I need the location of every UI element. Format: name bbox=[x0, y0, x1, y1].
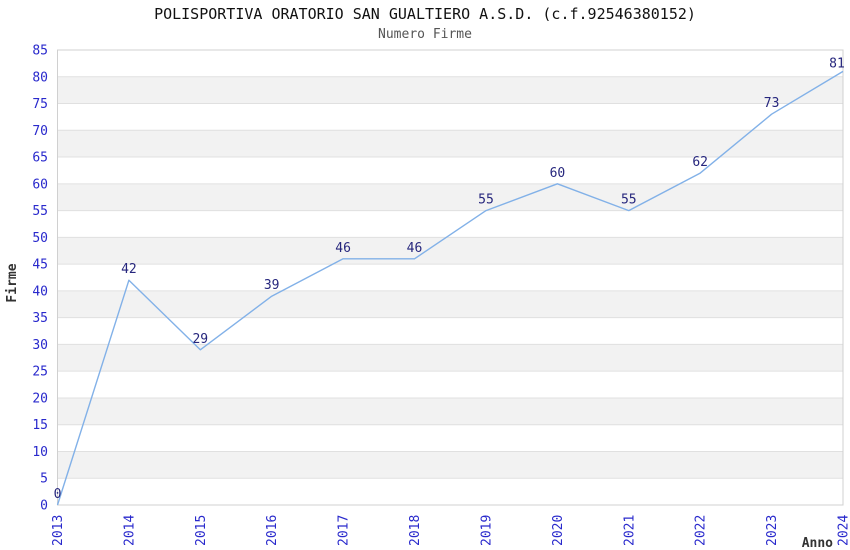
y-axis-tick-labels: 0 5 10 15 20 25 30 35 40 45 50 55 60 65 70 75 80 85 bbox=[32, 44, 48, 514]
data-point-label: 46 bbox=[407, 241, 423, 256]
x-tick-label: 2016 bbox=[265, 515, 280, 546]
y-tick-label: 20 bbox=[32, 391, 48, 406]
x-tick-label: 2014 bbox=[122, 515, 137, 546]
chart-subtitle: Numero Firme bbox=[378, 27, 472, 42]
data-point-label: 55 bbox=[621, 193, 637, 208]
data-point-label: 62 bbox=[692, 155, 708, 170]
x-tick-label: 2024 bbox=[837, 515, 850, 546]
y-tick-label: 25 bbox=[32, 365, 48, 380]
band-stripe bbox=[57, 397, 843, 425]
y-tick-label: 55 bbox=[32, 204, 48, 219]
data-point-label: 55 bbox=[478, 193, 494, 208]
x-axis-title: Anno bbox=[802, 536, 833, 550]
x-tick-label: 2019 bbox=[480, 515, 495, 546]
data-point-label: 0 bbox=[54, 487, 62, 502]
x-tick-label: 2021 bbox=[622, 515, 637, 546]
data-point-label: 39 bbox=[264, 278, 280, 293]
y-tick-label: 80 bbox=[32, 70, 48, 85]
x-tick-label: 2023 bbox=[765, 515, 780, 546]
y-tick-label: 35 bbox=[32, 311, 48, 326]
plot-border bbox=[57, 49, 844, 506]
x-tick-label: 2013 bbox=[51, 515, 66, 546]
band-stripe bbox=[57, 237, 843, 265]
y-tick-label: 85 bbox=[32, 44, 48, 59]
data-point-label: 60 bbox=[550, 166, 566, 181]
x-axis-tick-labels: 2013 2014 2015 2016 2017 2018 2019 2020 2021 2022… bbox=[51, 515, 850, 546]
data-series-line bbox=[56, 70, 844, 506]
data-point-label: 42 bbox=[121, 262, 137, 277]
y-tick-label: 45 bbox=[32, 258, 48, 273]
y-tick-label: 70 bbox=[32, 124, 48, 139]
y-tick-label: 65 bbox=[32, 151, 48, 166]
band-stripe bbox=[57, 451, 843, 479]
y-tick-label: 60 bbox=[32, 177, 48, 192]
band-stripe bbox=[57, 130, 843, 158]
y-axis-title: Firme bbox=[5, 263, 20, 302]
y-tick-label: 15 bbox=[32, 418, 48, 433]
chart-title: POLISPORTIVA ORATORIO SAN GUALTIERO A.S.… bbox=[154, 5, 696, 23]
x-tick-label: 2017 bbox=[337, 515, 352, 546]
background-bands bbox=[57, 76, 843, 479]
band-stripe bbox=[57, 183, 843, 211]
y-tick-label: 10 bbox=[32, 445, 48, 460]
data-point-label: 46 bbox=[335, 241, 351, 256]
y-tick-label: 0 bbox=[40, 499, 48, 514]
gridlines bbox=[57, 49, 843, 506]
x-tick-label: 2022 bbox=[694, 515, 709, 546]
y-tick-label: 75 bbox=[32, 97, 48, 112]
y-tick-label: 40 bbox=[32, 284, 48, 299]
band-stripe bbox=[57, 290, 843, 318]
data-point-label: 81 bbox=[829, 56, 845, 71]
x-tick-label: 2015 bbox=[194, 515, 209, 546]
y-tick-label: 50 bbox=[32, 231, 48, 246]
data-point-label: 73 bbox=[764, 96, 780, 111]
data-point-labels: 0 42 29 39 46 46 55 60 55 62 73 81 bbox=[54, 56, 845, 502]
x-tick-label: 2020 bbox=[551, 515, 566, 546]
y-tick-label: 5 bbox=[40, 472, 48, 487]
data-point-label: 29 bbox=[192, 332, 208, 347]
y-tick-label: 30 bbox=[32, 338, 48, 353]
x-tick-label: 2018 bbox=[408, 515, 423, 546]
band-stripe bbox=[57, 76, 843, 104]
series-polyline bbox=[56, 70, 844, 506]
band-stripe bbox=[57, 344, 843, 372]
